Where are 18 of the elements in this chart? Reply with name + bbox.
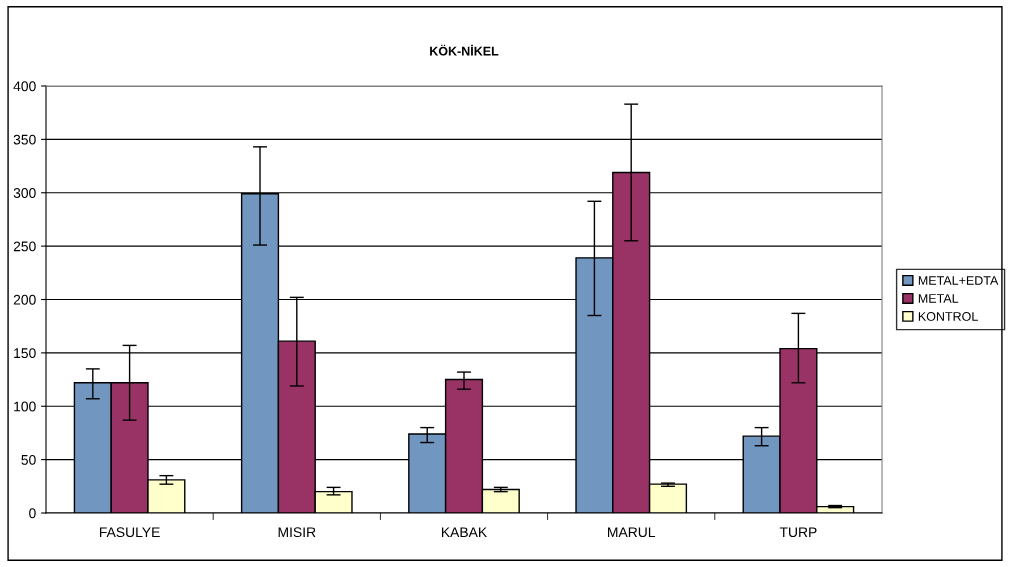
y-tick-label: 350 [13,134,36,145]
x-tick-label: KABAK [441,527,487,537]
y-tick-label: 400 [13,81,36,92]
y-tick-label: 50 [21,454,36,465]
legend-label: METAL+EDTA [918,276,999,285]
x-tick-label: TURP [779,527,817,538]
y-tick-label: 300 [13,188,36,198]
y-tick-label: 0 [29,508,36,519]
x-tick-label: MISIR [278,527,316,538]
legend-label: KONTROL [918,312,978,321]
y-tick-label: 250 [13,241,36,252]
y-tick-label: 100 [14,401,36,412]
x-tick-label: MARUL [608,527,656,538]
y-tick-label: 150 [14,348,36,359]
legend-label: METAL [918,294,959,303]
x-tick-label: FASULYE [99,527,160,538]
y-tick-label: 200 [13,294,36,305]
chart-title: KÖK-NİKEL [430,44,499,56]
